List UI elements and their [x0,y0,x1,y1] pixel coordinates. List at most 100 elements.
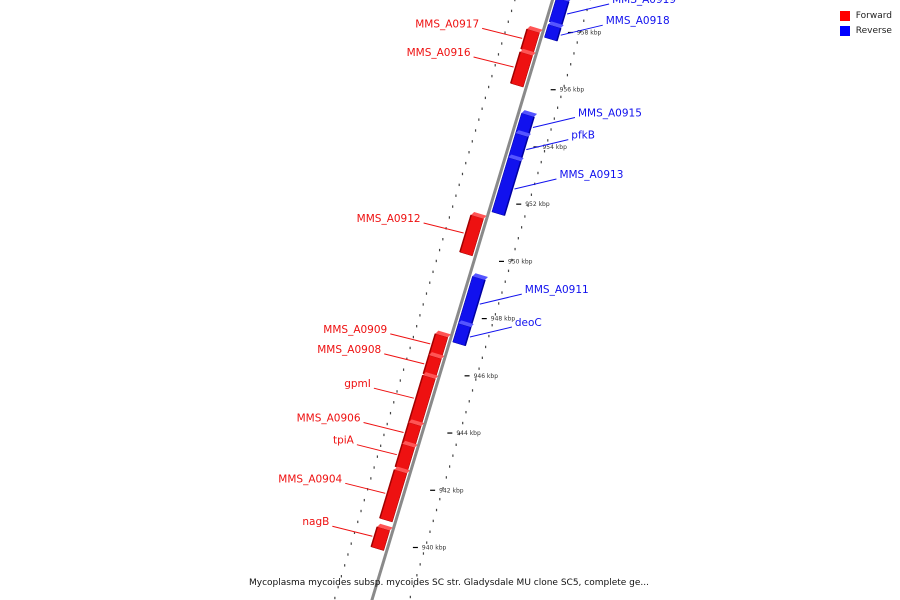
gene-edge [370,526,378,548]
guide-dot-right [507,20,509,23]
gene-edge [422,354,430,374]
gene-feature[interactable] [507,130,532,162]
gene-feature[interactable] [428,330,451,360]
tick-label: 940 kbp [422,544,447,551]
gene-label[interactable]: MMS_A0911 [525,284,589,296]
gene-edge [503,161,522,216]
guide-dot-right [501,42,503,45]
gene-leader-line [345,482,386,494]
guide-dot-right [376,455,378,458]
gene-label[interactable]: tpiA [333,435,355,447]
gene-leader-line [482,27,523,39]
gene-label[interactable]: nagB [302,516,329,528]
guide-dot-left [521,226,523,229]
guide-dot-right [334,596,336,600]
guide-dot-right [389,411,392,415]
gene-bevel [563,0,571,2]
guide-dot-left [537,171,539,175]
gene-label[interactable]: MMS_A0906 [297,413,361,425]
guide-dot-right [416,324,418,328]
gene-feature[interactable] [407,372,439,427]
gene-feature[interactable] [548,0,572,26]
guide-dot-right [491,74,493,78]
gene-feature[interactable] [379,466,410,523]
gene-label[interactable]: MMS_A0908 [317,344,381,356]
gene-edge [520,28,528,50]
tick-label: 952 kbp [525,201,550,208]
gene-leader-line [514,178,557,190]
guide-dot-right [363,498,365,502]
gene-leader-line [479,293,522,305]
tick-label: 946 kbp [474,373,499,380]
gene-label[interactable]: MMS_A0909 [323,324,387,336]
gene-feature[interactable] [544,21,564,42]
tick-label: 958 kbp [577,29,602,36]
gene-track [370,0,572,551]
guide-dot-left [455,443,457,446]
gene-bevel [471,211,487,219]
guide-dot-left [524,215,526,218]
gene-feature[interactable] [520,25,543,54]
guide-dot-left [478,367,480,370]
gene-feature[interactable] [370,523,393,551]
gene-label[interactable]: MMS_A0918 [606,15,670,27]
guide-dot-right [484,96,486,100]
guide-dot-left [485,345,487,349]
gene-label[interactable]: MMS_A0915 [578,107,642,119]
guide-dot-left [462,421,464,425]
guide-dot-left [566,73,569,77]
axis-ticks: 940 kbp 942 kbp 944 kbp 946 kbp 948 kbp 950 k… [412,29,602,551]
gene-bevel [408,419,425,427]
gene-label[interactable]: gpmI [344,378,371,390]
gene-feature[interactable] [422,352,445,378]
guide-dot-right [350,542,352,545]
guide-dot-left [435,508,438,512]
guide-dot-left [501,291,503,294]
guide-dot-right [474,129,477,132]
gene-leader-line [469,326,512,338]
guide-dot-right [344,564,346,567]
guide-dot-right [409,346,411,350]
gene-feature[interactable] [394,440,418,471]
reverse-swatch [839,25,850,36]
guide-dot-right [465,161,467,165]
gene-label[interactable]: MMS_A0912 [357,213,421,225]
gene-label[interactable]: MMS_A0919 [612,0,676,6]
guide-dot-right [383,433,385,437]
gene-feature[interactable] [401,419,425,448]
guide-dot-right [393,401,395,404]
tick-label: 950 kbp [508,258,533,265]
gene-bevel [520,48,536,56]
guide-dot-left [576,41,578,44]
guide-dot-left [491,323,493,327]
gene-leader-line [532,116,576,128]
guide-dot-right [360,509,362,513]
gene-edge [379,469,396,519]
gene-bevel [521,110,538,117]
gene-label[interactable]: MMS_A0904 [278,473,342,485]
gene-label[interactable]: MMS_A0916 [407,47,471,59]
guide-dot-right [337,585,339,589]
gene-label[interactable]: MMS_A0917 [415,18,479,30]
gene-feature[interactable] [452,320,474,347]
gene-feature[interactable] [459,211,487,257]
gene-edge [556,27,562,42]
guide-dot-right [425,292,428,295]
guide-dot-left [543,150,546,153]
gene-label[interactable]: MMS_A0913 [559,169,623,181]
guide-dot-left [475,378,477,381]
gene-leader-line [390,333,431,345]
gene-feature[interactable] [491,154,524,216]
gene-label[interactable]: deoC [515,317,542,329]
guide-dot-left [527,204,529,207]
gene-leader-line [332,525,373,537]
gene-feature[interactable] [510,48,536,88]
gene-bevel [394,466,410,474]
guide-dot-left [557,106,559,109]
guide-dot-right [497,53,500,56]
gene-label[interactable]: pfkB [571,130,595,142]
guide-dot-right [481,107,483,110]
guide-dot-right [429,281,431,284]
guide-dot-right [504,31,506,34]
gene-leader-line [384,353,425,365]
